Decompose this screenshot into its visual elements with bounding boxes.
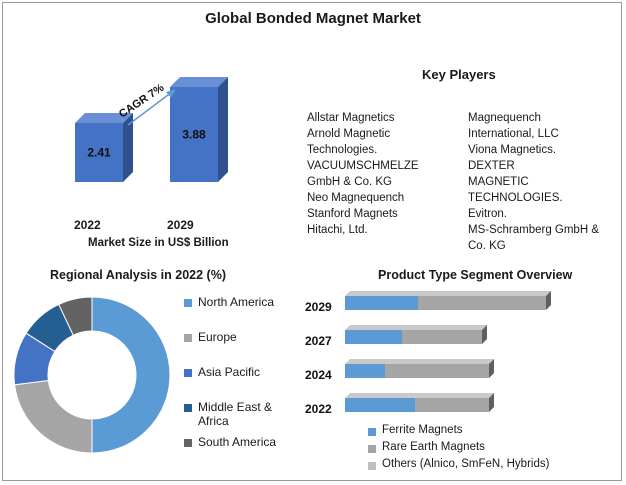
legend-swatch (184, 299, 192, 307)
page-title: Global Bonded Magnet Market (205, 10, 421, 27)
product-segment-ferrite (345, 364, 385, 378)
product-bar-2022: 2022 (305, 393, 494, 416)
legend-swatch (368, 445, 376, 453)
legend-others: Others (Alnico, SmFeN, Hybrids) (368, 458, 549, 470)
market-size-chart: 2.413.88 CAGR 7% (75, 77, 228, 182)
product-segment-chart: 2029 2027 2024 2022 (305, 291, 551, 416)
product-bar-2029: 2029 (305, 291, 551, 314)
key-players-heading: Key Players (422, 67, 496, 82)
product-segment-rare (385, 364, 489, 378)
regional-donut-chart (13, 296, 171, 454)
product-bar-2024: 2024 (305, 359, 494, 382)
legend-rare-earth-magnets: Rare Earth Magnets (368, 441, 485, 453)
product-segment-rare (418, 296, 546, 310)
donut-slice-europe (14, 379, 93, 454)
donut-slice-south-america (58, 296, 93, 336)
player-name: Neo Magnequench (307, 192, 405, 204)
legend-asia-pacific: Asia Pacific (184, 365, 260, 379)
key-players-right-list: Magnequench International, LLC Viona Mag… (468, 110, 608, 254)
player-name: Arnold Magnetic Technologies. (307, 128, 391, 156)
player-name: DEXTER MAGNETIC TECHNOLOGIES. (468, 160, 563, 204)
product-year-label: 2022 (305, 402, 332, 416)
market-bar-2029: 3.88 (170, 77, 228, 182)
legend-ferrite-magnets: Ferrite Magnets (368, 424, 463, 436)
legend-swatch (368, 428, 376, 436)
market-year-2022: 2022 (74, 218, 101, 232)
market-bar-label: 3.88 (182, 128, 206, 142)
regional-heading: Regional Analysis in 2022 (%) (50, 268, 226, 282)
legend-swatch (184, 404, 192, 412)
donut-slice-north-america (91, 296, 171, 454)
player-name: Stanford Magnets (307, 208, 398, 220)
market-bar-label: 2.41 (87, 145, 111, 159)
product-year-label: 2029 (305, 300, 332, 314)
cagr-arrow-head (166, 89, 176, 98)
player-name: Viona Magnetics. (468, 144, 557, 156)
legend-middle-east-africa: Middle East & Africa (184, 400, 279, 428)
market-year-2029: 2029 (167, 218, 194, 232)
product-segment-ferrite (345, 330, 402, 344)
product-year-label: 2027 (305, 334, 332, 348)
legend-swatch (184, 334, 192, 342)
player-name: Allstar Magnetics (307, 112, 395, 124)
market-size-caption: Market Size in US$ Billion (88, 237, 229, 249)
legend-south-america: South America (184, 435, 276, 449)
product-bar-2027: 2027 (305, 325, 487, 348)
market-bar-2022: 2.41 (75, 112, 133, 182)
player-name: MS-Schramberg GmbH & Co. KG (468, 224, 600, 252)
player-name: Magnequench International, LLC (468, 112, 559, 140)
legend-swatch (184, 439, 192, 447)
product-heading: Product Type Segment Overview (378, 268, 573, 282)
product-segment-rare (415, 398, 489, 412)
player-name: VACUUMSCHMELZE GmbH & Co. KG (307, 160, 419, 188)
legend-north-america: North America (184, 295, 274, 309)
product-segment-ferrite (345, 398, 415, 412)
legend-swatch (368, 462, 376, 470)
cagr-arrow (127, 91, 173, 126)
legend-europe: Europe (184, 330, 237, 344)
key-players-left-list: Allstar Magnetics Arnold Magnetic Techno… (307, 110, 447, 238)
product-year-label: 2024 (305, 368, 332, 382)
player-name: Evitron. (468, 208, 507, 220)
infographic-frame (2, 2, 622, 481)
legend-swatch (184, 369, 192, 377)
player-name: Hitachi, Ltd. (307, 224, 368, 236)
product-segment-rare (402, 330, 482, 344)
product-segment-ferrite (345, 296, 418, 310)
